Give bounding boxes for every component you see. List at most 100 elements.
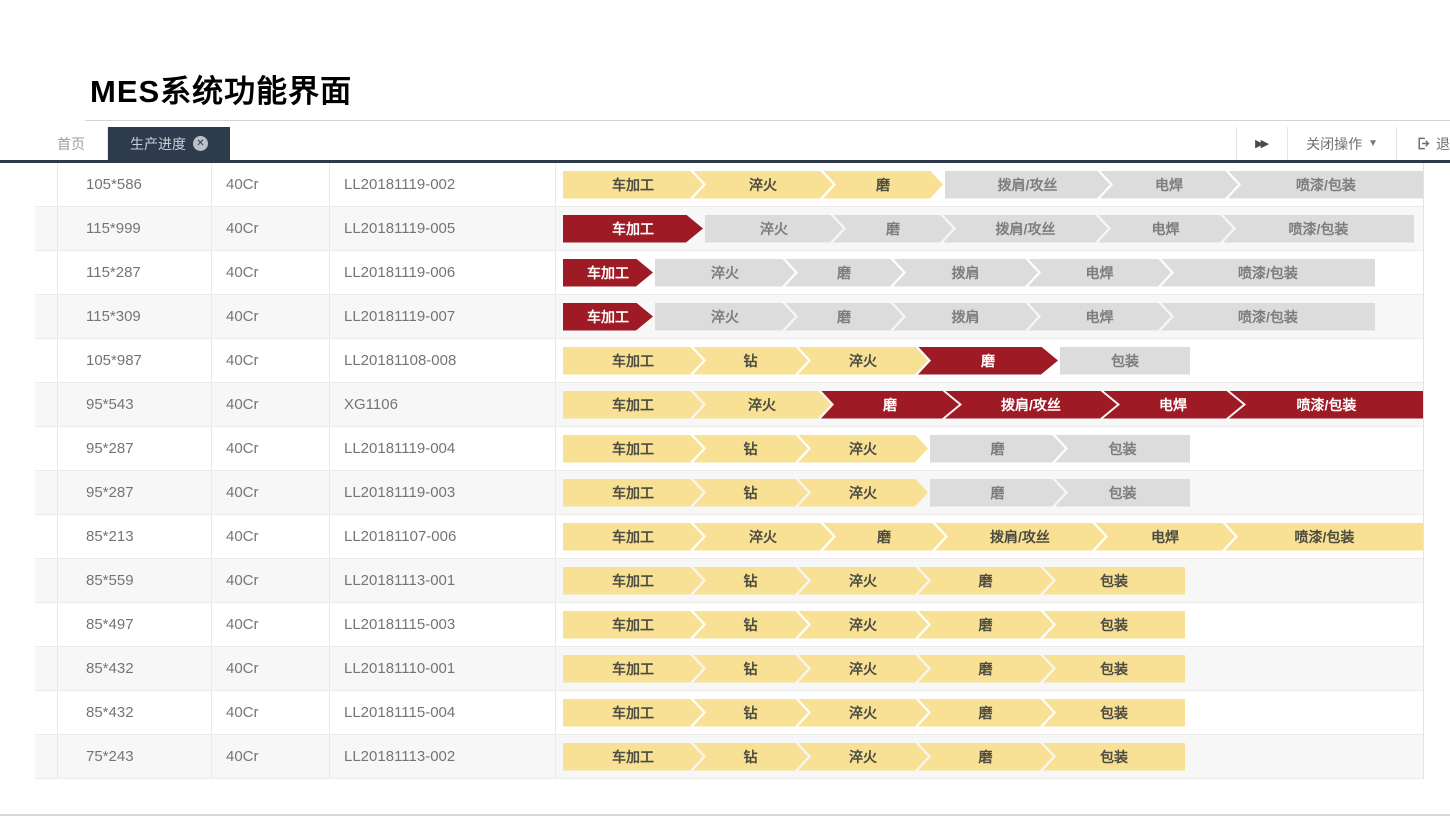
tab-close-icon[interactable]: ✕ [193, 136, 208, 151]
process-flow-cell: 车加工 淬火磨拨肩 电焊 喷漆/包装 [556, 251, 1423, 294]
tab-home-label: 首页 [57, 135, 85, 152]
row-select-cell [35, 163, 58, 206]
close-operations-dropdown[interactable]: 关闭操作 ▼ [1288, 127, 1396, 160]
process-step: 磨 [930, 435, 1065, 463]
dimension-cell: 115*999 [58, 207, 212, 250]
order-no-cell: LL20181119-007 [330, 295, 556, 338]
table-row[interactable]: 115*309 40Cr LL20181119-007 车加工 淬火磨拨肩 电焊 喷漆/包装 [35, 295, 1423, 339]
process-step: 淬火 [693, 171, 833, 199]
toolbar-divider [1287, 127, 1289, 160]
process-step: 磨 [918, 699, 1053, 727]
order-no-cell: LL20181110-001 [330, 647, 556, 690]
process-step: 喷漆/包装 [1223, 214, 1414, 243]
process-step: 车加工 [563, 743, 703, 771]
material-cell: 40Cr [212, 339, 330, 382]
table-row[interactable]: 85*497 40Cr LL20181115-003 车加工钻淬火磨包装 [35, 603, 1423, 647]
table-row[interactable]: 95*543 40Cr XG1106 车加工 淬火磨拨肩/攻丝 电焊 喷漆/包装 [35, 383, 1423, 427]
process-step: 淬火 [798, 435, 928, 463]
order-no-cell: LL20181108-008 [330, 339, 556, 382]
process-step: 电焊 [1095, 523, 1235, 551]
process-step: 包装 [1043, 610, 1185, 639]
double-arrow-icon: ▶▶ [1255, 138, 1269, 150]
process-step: 电焊 [1103, 391, 1243, 419]
close-operations-label: 关闭操作 [1306, 135, 1363, 152]
table-row[interactable]: 85*559 40Cr LL20181113-001 车加工钻淬火磨包装 [35, 559, 1423, 603]
tab-bar: 首页 生产进度 ✕ ▶▶ 关闭操作 ▼ [0, 127, 1450, 163]
process-step: 喷漆/包装 [1228, 170, 1423, 199]
dimension-cell: 105*586 [58, 163, 212, 206]
logout-button[interactable]: 退 [1397, 127, 1450, 160]
dimension-cell: 105*987 [58, 339, 212, 382]
material-cell: 40Cr [212, 207, 330, 250]
tab-production-progress-label: 生产进度 [130, 135, 186, 152]
tab-home[interactable]: 首页 [35, 127, 108, 160]
process-flow: 车加工 淬火磨拨肩/攻丝 电焊 喷漆/包装 [563, 522, 1423, 551]
dimension-cell: 85*497 [58, 603, 212, 646]
process-flow: 车加工钻淬火磨包装 [563, 346, 1190, 375]
process-flow-cell: 车加工 淬火磨拨肩/攻丝 电焊 喷漆/包装 [556, 515, 1423, 558]
process-step: 车加工 [563, 655, 703, 683]
process-step: 磨 [823, 171, 943, 199]
table-row[interactable]: 85*432 40Cr LL20181110-001 车加工钻淬火磨包装 [35, 647, 1423, 691]
chevron-down-icon: ▼ [1368, 138, 1378, 149]
title-underline [85, 120, 1450, 121]
process-step: 磨 [930, 479, 1065, 507]
process-step: 钻 [693, 699, 808, 727]
table-row[interactable]: 105*987 40Cr LL20181108-008 车加工钻淬火磨包装 [35, 339, 1423, 383]
row-select-cell [35, 251, 58, 294]
row-select-cell [35, 471, 58, 514]
material-cell: 40Cr [212, 251, 330, 294]
process-step: 电焊 [1100, 171, 1238, 199]
scroll-tabs-forward-button[interactable]: ▶▶ [1237, 127, 1287, 160]
process-step: 钻 [693, 611, 808, 639]
process-step: 钻 [693, 347, 808, 375]
order-no-cell: LL20181119-006 [330, 251, 556, 294]
process-flow-cell: 车加工钻淬火磨包装 [556, 691, 1423, 734]
table-row[interactable]: 115*287 40Cr LL20181119-006 车加工 淬火磨拨肩 电焊 喷漆/包装 [35, 251, 1423, 295]
dimension-cell: 95*543 [58, 383, 212, 426]
process-step: 磨 [823, 523, 945, 551]
process-step: 喷漆/包装 [1161, 258, 1375, 287]
logout-label: 退 [1436, 135, 1450, 152]
page-bottom-divider [0, 814, 1450, 816]
order-no-cell: LL20181119-004 [330, 427, 556, 470]
dimension-cell: 85*432 [58, 647, 212, 690]
row-select-cell [35, 603, 58, 646]
row-select-cell [35, 691, 58, 734]
process-step: 车加工 [563, 391, 703, 419]
order-no-cell: LL20181119-002 [330, 163, 556, 206]
tab-toolbar: ▶▶ 关闭操作 ▼ 退 [1236, 127, 1450, 160]
process-step: 钻 [693, 435, 808, 463]
process-step: 车加工 [563, 479, 703, 507]
process-flow-cell: 车加工 淬火磨拨肩/攻丝 电焊 喷漆/包装 [556, 383, 1423, 426]
process-step: 拨肩/攻丝 [935, 523, 1105, 551]
process-step: 钻 [693, 567, 808, 595]
process-step: 拨肩/攻丝 [945, 391, 1117, 419]
process-step: 淬火 [798, 347, 928, 375]
table-row[interactable]: 105*586 40Cr LL20181119-002 车加工 淬火磨拨肩/攻丝 电焊 喷漆… [35, 163, 1423, 207]
process-step: 钻 [693, 743, 808, 771]
tab-production-progress[interactable]: 生产进度 ✕ [108, 127, 230, 160]
dimension-cell: 95*287 [58, 427, 212, 470]
process-flow: 车加工钻淬火磨包装 [563, 654, 1185, 683]
table-row[interactable]: 85*432 40Cr LL20181115-004 车加工钻淬火磨包装 [35, 691, 1423, 735]
table-row[interactable]: 75*243 40Cr LL20181113-002 车加工钻淬火磨包装 [35, 735, 1423, 779]
material-cell: 40Cr [212, 295, 330, 338]
table-row[interactable]: 115*999 40Cr LL20181119-005 车加工 淬火磨拨肩/攻丝 电焊 喷漆… [35, 207, 1423, 251]
process-step: 车加工 [563, 611, 703, 639]
process-step: 淬火 [798, 479, 928, 507]
process-step: 淬火 [693, 391, 831, 419]
process-step: 电焊 [1028, 259, 1171, 287]
material-cell: 40Cr [212, 383, 330, 426]
process-step: 钻 [693, 479, 808, 507]
process-step: 拨肩/攻丝 [945, 171, 1110, 199]
table-row[interactable]: 95*287 40Cr LL20181119-004 车加工钻淬火磨包装 [35, 427, 1423, 471]
table-row[interactable]: 85*213 40Cr LL20181107-006 车加工 淬火磨拨肩/攻丝 电焊 喷漆/… [35, 515, 1423, 559]
material-cell: 40Cr [212, 647, 330, 690]
process-step: 淬火 [693, 523, 833, 551]
material-cell: 40Cr [212, 691, 330, 734]
table-row[interactable]: 95*287 40Cr LL20181119-003 车加工钻淬火磨包装 [35, 471, 1423, 515]
order-no-cell: LL20181115-004 [330, 691, 556, 734]
row-select-cell [35, 559, 58, 602]
toolbar-divider [1236, 127, 1238, 160]
